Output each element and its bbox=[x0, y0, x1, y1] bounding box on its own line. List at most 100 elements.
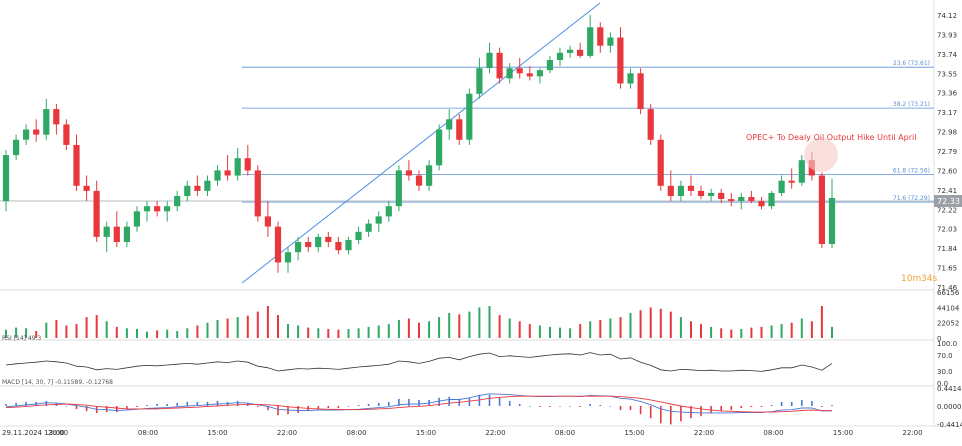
volume-bar bbox=[337, 329, 340, 338]
volume-bar bbox=[478, 307, 481, 338]
volume-axis-tick: 0 bbox=[937, 335, 941, 343]
candle-body bbox=[546, 60, 553, 71]
candle-body bbox=[516, 68, 523, 74]
volume-bar bbox=[508, 318, 511, 338]
volume-axis-tick: 66156 bbox=[937, 289, 960, 297]
volume-bar bbox=[428, 321, 431, 338]
candle-body bbox=[446, 119, 453, 130]
macd-histogram-bar bbox=[619, 406, 622, 411]
candle-body bbox=[204, 180, 211, 191]
macd-histogram-bar bbox=[508, 400, 511, 406]
candle-body bbox=[677, 185, 684, 196]
rsi-label: RSI [14] 49.3 bbox=[2, 335, 41, 342]
macd-axis-tick: 0.44141 bbox=[937, 385, 962, 393]
volume-bar bbox=[317, 328, 320, 338]
price-axis-tick: 73.74 bbox=[937, 51, 958, 59]
candle-body bbox=[274, 226, 282, 263]
macd-histogram-bar bbox=[156, 404, 158, 406]
volume-bar bbox=[115, 326, 118, 338]
volume-bar bbox=[619, 317, 622, 338]
volume-bar bbox=[700, 324, 702, 338]
candle-body bbox=[415, 175, 423, 186]
volume-bar bbox=[266, 306, 269, 338]
candle-body bbox=[496, 52, 503, 79]
candle-body bbox=[375, 216, 382, 224]
rsi-indicator bbox=[5, 352, 833, 372]
macd-histogram-bar bbox=[317, 406, 320, 410]
candle-body bbox=[778, 180, 785, 193]
price-axis-tick: 72.60 bbox=[937, 167, 957, 175]
volume-bar bbox=[277, 315, 279, 338]
time-axis-tick: 22:00 bbox=[902, 429, 922, 437]
volume-bar bbox=[297, 325, 300, 338]
price-axis-tick: 73.93 bbox=[937, 31, 957, 39]
volume-bar bbox=[438, 317, 441, 338]
macd-signal-line bbox=[5, 395, 833, 413]
candle-body bbox=[93, 190, 100, 237]
candle-body bbox=[587, 27, 594, 56]
rsi-axis-tick: 0.0 bbox=[937, 380, 948, 388]
last-price-box bbox=[934, 195, 962, 207]
candle-countdown-minutes: 10m bbox=[901, 274, 921, 284]
candle-body bbox=[788, 180, 795, 183]
candle-body bbox=[73, 144, 80, 186]
candle-body bbox=[305, 242, 312, 248]
candle-body bbox=[637, 73, 644, 110]
volume-bar bbox=[730, 329, 733, 338]
macd-histogram-bar bbox=[660, 406, 662, 424]
candle-body bbox=[667, 185, 674, 196]
macd-histogram-bar bbox=[700, 406, 702, 417]
fib-level-label: 38.2 (73.21) bbox=[893, 101, 930, 108]
volume-bar bbox=[639, 310, 642, 338]
macd-histogram-bar bbox=[438, 397, 440, 406]
rsi-axis-tick: 70.0 bbox=[937, 352, 953, 360]
macd-histogram-bar bbox=[408, 398, 410, 406]
macd-histogram-bar bbox=[529, 406, 531, 407]
candle-body bbox=[284, 252, 292, 263]
macd-label: MACD [14, 30, 7] -0.11589, -0.12768 bbox=[2, 379, 113, 386]
macd-histogram-bar bbox=[559, 406, 561, 407]
candle-body bbox=[194, 185, 201, 191]
candle-body bbox=[506, 68, 513, 79]
candle-body bbox=[365, 223, 372, 232]
rsi-axis-tick: 30.0 bbox=[937, 368, 953, 376]
candle-body bbox=[476, 68, 483, 94]
macd-histogram-bar bbox=[821, 406, 823, 407]
candle-body bbox=[254, 170, 261, 217]
volume-bar bbox=[85, 317, 88, 338]
macd-axis-tick: 0.0000 bbox=[937, 403, 962, 411]
fibonacci-retracement[interactable]: 23.6 (73.61) 38.2 (73.21) 61.8 (72.56) 71.6… bbox=[242, 60, 934, 203]
candle-body bbox=[617, 37, 624, 84]
candle-body bbox=[234, 158, 241, 176]
volume-bar bbox=[710, 326, 713, 338]
macd-histogram-bar bbox=[730, 406, 733, 411]
macd-histogram-bar bbox=[720, 406, 722, 412]
volume-bar bbox=[45, 322, 48, 338]
macd-histogram-bar bbox=[186, 401, 189, 406]
volume-bar bbox=[609, 318, 612, 338]
macd-histogram-bar bbox=[176, 402, 178, 406]
candle-body bbox=[526, 73, 533, 77]
macd-histogram-bar bbox=[65, 406, 68, 407]
macd-histogram-bar bbox=[85, 406, 88, 412]
macd-histogram-bar bbox=[609, 406, 612, 407]
candle-body bbox=[828, 198, 836, 244]
candle-body bbox=[133, 211, 140, 227]
trend-line[interactable] bbox=[241, 2, 601, 284]
candle-body bbox=[113, 226, 120, 242]
volume-bar bbox=[236, 317, 239, 338]
volume-bar bbox=[25, 328, 28, 338]
macd-histogram-bar bbox=[649, 406, 652, 419]
candle-body bbox=[2, 155, 10, 202]
candle-body bbox=[395, 170, 402, 207]
volume-bar bbox=[15, 327, 18, 338]
candle-body bbox=[728, 199, 735, 202]
price-axis-tick: 72.41 bbox=[937, 187, 957, 195]
candle-body bbox=[33, 129, 40, 135]
candle-body bbox=[657, 139, 664, 186]
macd-histogram-bar bbox=[498, 397, 501, 406]
macd-histogram-bar bbox=[75, 406, 78, 410]
candle-body bbox=[83, 185, 90, 191]
